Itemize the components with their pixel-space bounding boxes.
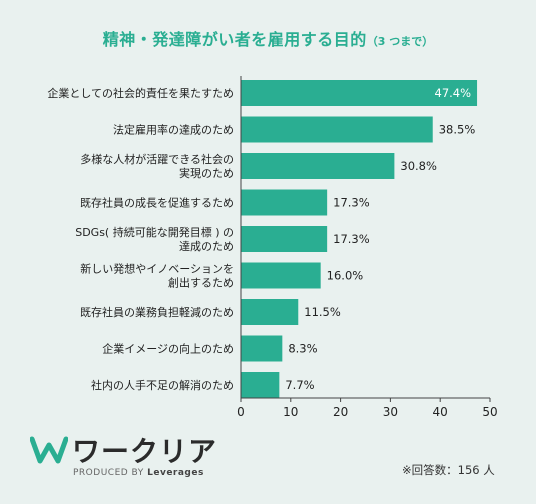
chart-title: 精神・発達障がい者を雇用する目的（3 つまで） xyxy=(0,26,536,50)
brand-logo: ワークリア xyxy=(30,430,217,470)
w-logo-icon xyxy=(30,436,68,464)
bar xyxy=(241,299,299,325)
category-label: 既存社員の成長を促進するため xyxy=(80,196,234,210)
produced-by: PRODUCED BY Leverages xyxy=(73,468,204,478)
category-label: 創出するため xyxy=(168,276,234,290)
response-count-note: ※回答数：156 人 xyxy=(402,463,495,477)
bar xyxy=(241,372,280,398)
bar xyxy=(241,116,433,143)
x-tick-label: 20 xyxy=(333,405,348,419)
bar xyxy=(241,226,328,252)
category-label: 社内の人手不足の解消のため xyxy=(91,378,234,392)
data-label: 16.0% xyxy=(327,269,364,283)
chart-title-main: 精神・発達障がい者を雇用する目的 xyxy=(102,30,367,49)
category-label: 達成のため xyxy=(179,240,234,253)
bar xyxy=(241,335,283,362)
category-label: 実現のため xyxy=(179,166,234,180)
data-label: 7.7% xyxy=(285,378,314,392)
x-tick-label: 0 xyxy=(237,405,245,419)
x-tick-label: 10 xyxy=(283,405,298,419)
data-label: 47.4% xyxy=(435,86,472,100)
chart-title-sub: （3 つまで） xyxy=(366,35,434,48)
category-label: 新しい発想やイノベーションを xyxy=(80,262,234,276)
bar xyxy=(241,262,321,289)
bar xyxy=(241,80,478,106)
category-label: 多様な人材が活躍できる社会の xyxy=(80,152,234,166)
data-label: 30.8% xyxy=(400,159,437,173)
bar xyxy=(241,189,328,216)
x-tick-label: 40 xyxy=(433,405,448,419)
x-tick-label: 30 xyxy=(383,405,398,419)
category-label: 企業としての社会的責任を果たすため xyxy=(47,86,234,100)
company-name: Leverages xyxy=(147,468,204,478)
data-label: 8.3% xyxy=(288,342,317,356)
category-label: 法定雇用率の達成のため xyxy=(113,123,234,137)
data-label: 17.3% xyxy=(333,196,370,210)
produced-by-label: PRODUCED BY xyxy=(73,468,144,478)
data-label: 17.3% xyxy=(333,232,370,246)
x-tick-label: 50 xyxy=(482,405,497,419)
bar xyxy=(241,153,395,179)
category-label: 既存社員の業務負担軽減のため xyxy=(80,305,234,319)
brand-name: ワークリア xyxy=(72,435,218,468)
category-label: SDGs( 持続可能な開発目標 ) の xyxy=(75,225,234,239)
data-label: 11.5% xyxy=(304,305,341,319)
category-label: 企業イメージの向上のため xyxy=(102,342,234,356)
data-label: 38.5% xyxy=(439,123,476,137)
